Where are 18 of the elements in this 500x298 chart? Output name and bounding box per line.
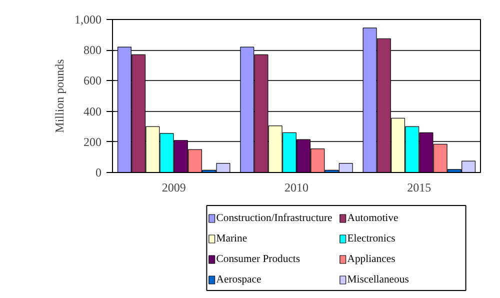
y-tick-label: 0 <box>96 166 102 180</box>
y-tick-label: 1,000 <box>74 12 102 26</box>
legend-label: Consumer Products <box>216 254 300 265</box>
legend-label: Construction/Infrastructure <box>216 213 333 224</box>
y-tick-label: 800 <box>84 43 102 58</box>
y-tick-label: 400 <box>84 104 102 118</box>
legend-label: Miscellaneous <box>347 274 409 286</box>
y-tick-label: 200 <box>84 134 102 149</box>
legend-label: Marine <box>216 234 248 244</box>
x-tick-label: 2010 <box>284 180 308 194</box>
y-axis-title: Million pounds <box>52 58 66 133</box>
legend-label: Electronics <box>347 234 396 244</box>
x-tick-label: 2009 <box>162 180 186 194</box>
legend-label: Automotive <box>347 213 398 224</box>
x-tick-label: 2015 <box>407 180 432 194</box>
legend-label: Aerospace <box>216 274 262 286</box>
y-tick-label: 600 <box>84 74 102 88</box>
legend-label: Appliances <box>347 254 396 265</box>
